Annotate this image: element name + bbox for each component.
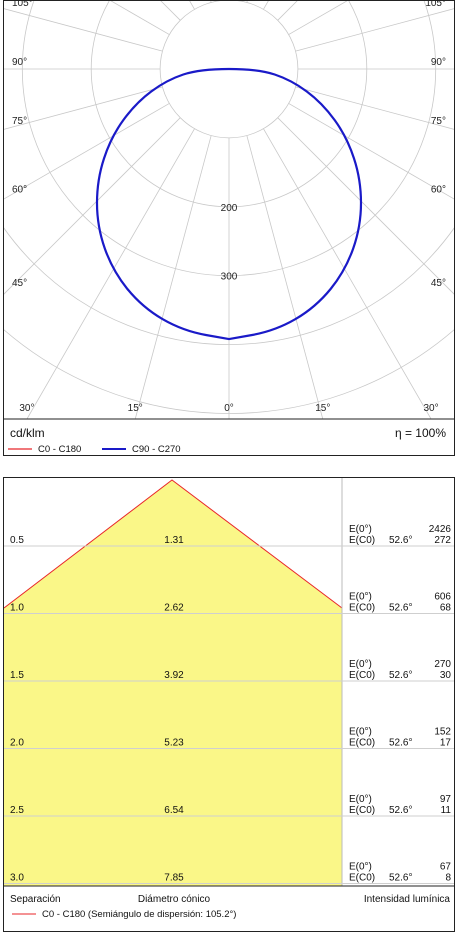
series-line-c90-c270 [95,67,363,341]
radial-label: 200 [221,203,238,214]
separation-value: 0.5 [10,535,24,546]
grid-spoke [4,86,163,130]
ec0-label: E(C0) [349,873,375,884]
separation-value: 1.5 [10,670,24,681]
angle-label: 90° [431,57,446,68]
grid-spoke [295,86,454,130]
ec0-value: 272 [434,535,451,546]
ec0-value: 8 [445,873,451,884]
diameter-value: 3.92 [164,670,184,681]
ec0-value: 11 [441,805,452,816]
angle-label: 30° [424,403,439,414]
cone-fill [4,480,342,886]
grid-spoke [4,103,170,200]
angle-value: 52.6° [389,805,412,816]
grid-spoke [134,135,212,419]
separation-header: Separación [10,894,61,905]
ec0-label: E(C0) [349,535,375,546]
angle-value: 52.6° [389,670,412,681]
ec0-value: 17 [440,738,452,749]
grid-spoke [26,128,195,419]
ec0-value: 30 [440,670,452,681]
e0-label: E(0°) [349,794,372,805]
cone-diagram: 0.5 1.31 E(0°) 2426 E(C0) 52.6° 272 1.0 2.62 E(0°… [3,478,454,920]
grid-spoke [246,135,324,419]
grid-spoke [4,117,181,295]
e0-value: 270 [434,659,451,670]
unit-label: cd/klm [10,426,45,440]
efficiency-label: η = 100% [395,426,446,440]
diameter-header: Diámetro cónico [138,894,211,905]
legend-entry: C0 - C180 [38,444,81,455]
separation-value: 1.0 [10,603,24,614]
angle-value: 52.6° [389,603,412,614]
angle-label: 75° [12,116,27,127]
intensity-header: Intensidad lumínica [364,894,451,905]
ec0-label: E(C0) [349,603,375,614]
e0-label: E(0°) [349,659,372,670]
cone-diagram-panel: 0.5 1.31 E(0°) 2426 E(C0) 52.6° 272 1.0 2.62 E(0°… [3,477,455,932]
e0-label: E(0°) [349,862,372,873]
e0-label: E(0°) [349,727,372,738]
separation-value: 3.0 [10,873,24,884]
separation-value: 2.0 [10,738,24,749]
grid-spoke [4,8,163,52]
angle-label: 15° [315,403,330,414]
grid-spoke [277,117,454,295]
angle-label: 30° [19,403,34,414]
angle-label: 45° [12,278,27,289]
angle-value: 52.6° [389,738,412,749]
diameter-value: 2.62 [164,603,184,614]
angle-label: 60° [12,185,27,196]
separation-value: 2.5 [10,805,24,816]
angle-label: 105° [425,1,446,9]
legend-entry: C90 - C270 [132,444,181,455]
grid-spoke [246,1,248,3]
diameter-value: 5.23 [164,738,184,749]
grid-spoke [295,8,454,52]
angle-label: 105° [12,1,33,9]
polar-grid [4,1,454,419]
e0-value: 152 [434,727,451,738]
diameter-value: 6.54 [164,805,184,816]
legend-entry: C0 - C180 (Semiángulo de dispersión: 105… [42,909,236,920]
ec0-label: E(C0) [349,670,375,681]
angle-value: 52.6° [389,873,412,884]
polar-diagram-panel: 200 300 105° 105° 90° 90° 75° 75° 60° 60° 45° 45° 30… [3,0,455,456]
angle-label: 90° [12,57,27,68]
angle-value: 52.6° [389,535,412,546]
angle-label: 60° [431,185,446,196]
radial-label: 300 [221,272,238,283]
diameter-value: 7.85 [164,873,184,884]
diameter-value: 1.31 [164,535,184,546]
angle-label: 0° [224,403,234,414]
grid-spoke [210,1,212,3]
e0-label: E(0°) [349,592,372,603]
e0-value: 606 [434,592,451,603]
e0-value: 97 [440,794,452,805]
ec0-value: 68 [440,603,452,614]
ec0-label: E(C0) [349,738,375,749]
grid-spoke [263,128,432,419]
cone-edge [3,479,343,609]
e0-label: E(0°) [349,524,372,535]
grid-spoke [288,103,454,200]
angle-label: 75° [431,116,446,127]
polar-diagram: 200 300 105° 105° 90° 90° 75° 75° 60° 60° 45° 45° 30… [4,0,454,455]
e0-value: 67 [440,862,452,873]
ec0-label: E(C0) [349,805,375,816]
angle-label: 45° [431,278,446,289]
angle-label: 15° [128,403,143,414]
e0-value: 2426 [429,524,452,535]
